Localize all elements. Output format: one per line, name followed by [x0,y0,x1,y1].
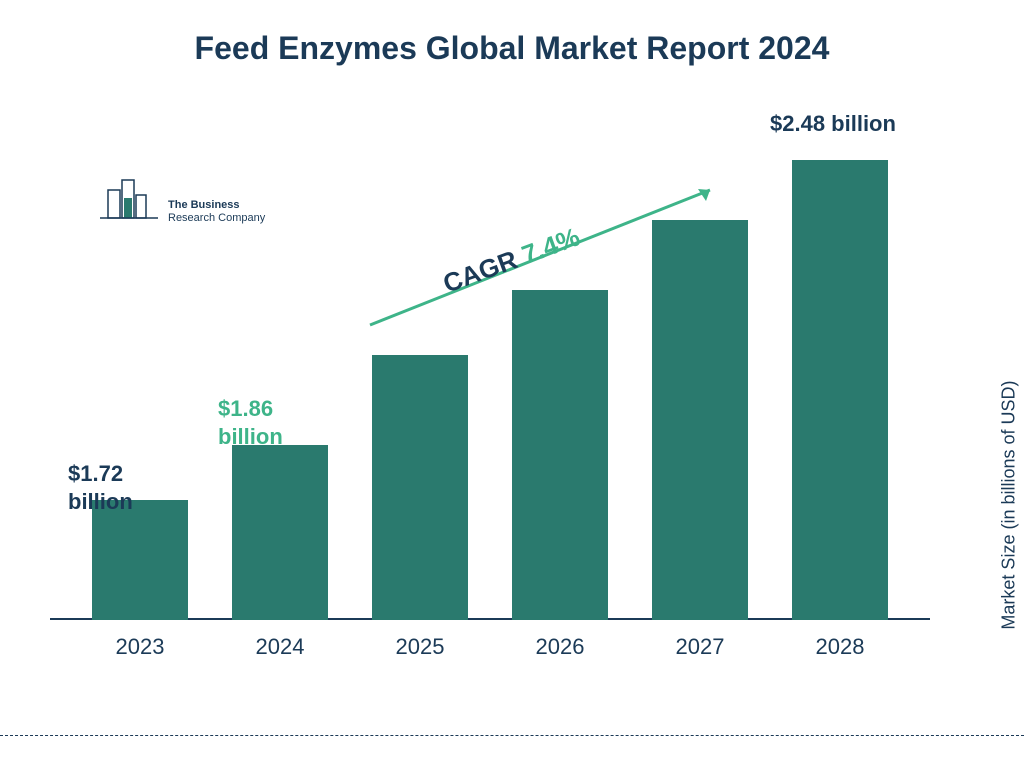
x-label-5: 2028 [792,634,888,660]
bar-2024 [232,445,328,620]
bar-2028 [792,160,888,620]
bar-2026 [512,290,608,620]
value-label-2024: $1.86billion [218,395,283,450]
x-label-0: 2023 [92,634,188,660]
x-label-1: 2024 [232,634,328,660]
x-axis-labels: 2023 2024 2025 2026 2027 2028 [70,634,910,660]
y-axis-title: Market Size (in billions of USD) [999,381,1020,630]
chart-area: 2023 2024 2025 2026 2027 2028 [70,130,910,660]
x-label-3: 2026 [512,634,608,660]
bar-2023 [92,500,188,620]
footer-dashed-line [0,735,1024,736]
bar-2027 [652,220,748,620]
bars-container [70,130,910,620]
value-label-2028: $2.48 billion [770,110,896,138]
chart-title: Feed Enzymes Global Market Report 2024 [0,30,1024,67]
bar-2025 [372,355,468,620]
x-label-4: 2027 [652,634,748,660]
x-label-2: 2025 [372,634,468,660]
value-label-2023: $1.72billion [68,460,133,515]
